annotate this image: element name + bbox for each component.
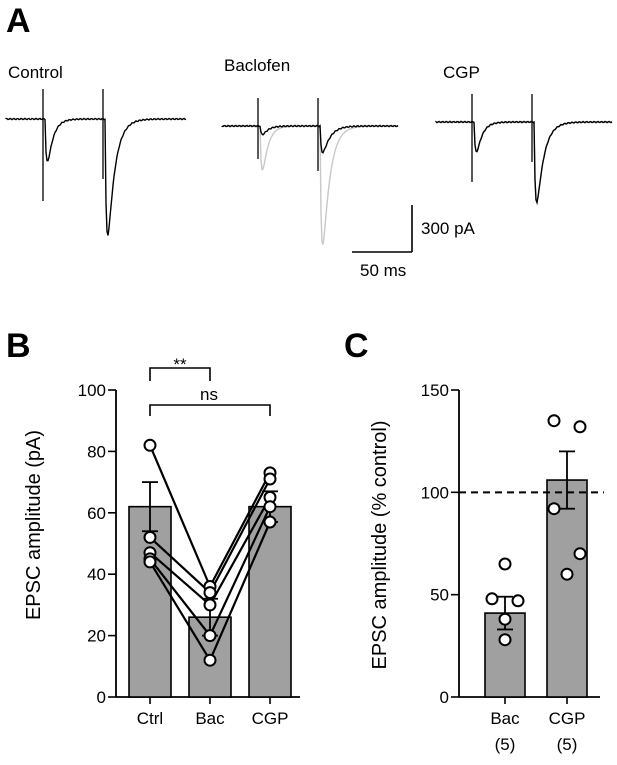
- chart-b-point: [203, 629, 217, 643]
- chart-c-x-sublabel: (5): [495, 735, 516, 754]
- chart-b-point: [263, 472, 277, 486]
- chart-c-bar-cgp: [546, 479, 588, 698]
- chart-c-ylabel: EPSC amplitude (% control): [369, 421, 391, 670]
- chart-b-point: [143, 555, 157, 569]
- chart-c-y-tick-label: 0: [440, 688, 449, 707]
- chart-b-ylabel: EPSC amplitude (pA): [23, 430, 45, 620]
- chart-c: EPSC amplitude (% control) 0 50 100 150 Bac (…: [369, 381, 604, 754]
- chart-c-y-tick-label: 50: [430, 586, 449, 605]
- chart-c-point: [485, 592, 499, 606]
- chart-b-point: [203, 598, 217, 612]
- chart-c-x-sublabel: (5): [557, 735, 578, 754]
- panel-letter-a: A: [6, 2, 31, 40]
- trace-baclofen: [221, 124, 399, 154]
- chart-b-point: [143, 438, 157, 452]
- chart-b-y-tick-label: 100: [78, 381, 106, 400]
- chart-c-point: [573, 547, 587, 561]
- chart-b-x-label-bac: Bac: [195, 709, 225, 728]
- scale-label-time: 50 ms: [360, 261, 406, 280]
- chart-c-point: [498, 557, 512, 571]
- trace-cgp: [435, 120, 613, 206]
- significance-bracket: [149, 367, 211, 381]
- chart-b-x-label-ctrl: Ctrl: [137, 709, 163, 728]
- trace-cgp-overlay: [436, 121, 612, 205]
- chart-b-point: [203, 653, 217, 667]
- trace-control: [5, 117, 187, 236]
- chart-c-point: [547, 502, 561, 516]
- chart-c-point: [547, 414, 561, 428]
- chart-c-point: [498, 633, 512, 647]
- chart-c-x-label-bac: Bac: [490, 709, 520, 728]
- label-baclofen: Baclofen: [224, 56, 290, 75]
- label-control: Control: [8, 63, 63, 82]
- chart-b-y-tick-label: 20: [87, 627, 106, 646]
- chart-b-x-label-cgp: CGP: [252, 709, 289, 728]
- panel-letter-c: C: [344, 327, 369, 365]
- label-cgp: CGP: [443, 63, 480, 82]
- chart-c-point: [573, 420, 587, 434]
- chart-c-x-label-cgp: CGP: [549, 709, 586, 728]
- chart-c-y-tick-label: 150: [421, 381, 449, 400]
- chart-b-bar-cgp: [248, 505, 292, 698]
- scale-label-current: 300 pA: [421, 219, 476, 238]
- chart-b-point: [263, 515, 277, 529]
- scale-bar: 300 pA 50 ms: [352, 205, 476, 280]
- significance-bracket: [149, 404, 271, 416]
- chart-c-y-tick-label: 100: [421, 483, 449, 502]
- chart-b-y-tick-label: 80: [87, 442, 106, 461]
- chart-b-point: [143, 530, 157, 544]
- chart-b-point: [263, 500, 277, 514]
- significance-ctrl-cgp: ns: [200, 385, 218, 404]
- trace-baclofen-overlay: [222, 125, 398, 245]
- chart-b-point: [203, 586, 217, 600]
- chart-c-point: [498, 612, 512, 626]
- chart-c-point: [560, 567, 574, 581]
- significance-ctrl-bac: **: [173, 355, 187, 374]
- chart-b: EPSC amplitude (pA) ** ns 0 20 40 60 80 100 Ct…: [23, 355, 300, 728]
- chart-b-y-tick-label: 60: [87, 504, 106, 523]
- epsc-traces: [5, 89, 613, 245]
- panel-letter-b: B: [6, 327, 31, 365]
- chart-c-point: [511, 594, 525, 608]
- chart-b-y-tick-label: 40: [87, 565, 106, 584]
- chart-b-y-tick-label: 0: [97, 688, 106, 707]
